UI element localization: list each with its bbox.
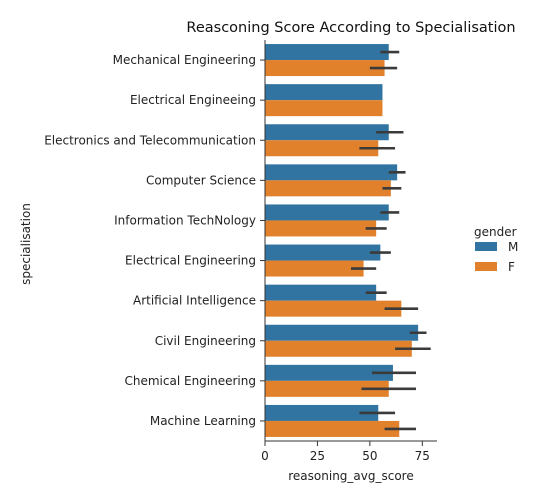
y-tick-label-0: Mechanical Engineering	[113, 53, 256, 67]
bar-m-2	[265, 124, 389, 141]
bar-f-7	[265, 340, 412, 357]
x-tick-label-3: 75	[415, 449, 430, 463]
x-tick-label-0: 0	[261, 449, 269, 463]
y-tick-label-6: Artificial Intelligence	[133, 294, 256, 308]
bar-m-8	[265, 364, 393, 381]
x-tick-label-1: 25	[310, 449, 325, 463]
bar-m-6	[265, 284, 377, 301]
legend-label-m: M	[508, 240, 518, 254]
bar-f-3	[265, 180, 391, 197]
bar-f-1	[265, 100, 383, 117]
y-tick-label-3: Computer Science	[146, 173, 256, 187]
x-axis: 0 25 50 75	[261, 440, 437, 463]
legend-swatch-m	[475, 242, 497, 251]
bar-m-0	[265, 44, 389, 61]
y-axis-title: specialisation	[19, 203, 33, 285]
legend-swatch-f	[475, 262, 497, 271]
y-tick-label-4: Information TechNology	[114, 213, 256, 227]
bar-f-0	[265, 60, 385, 77]
legend: gender MF	[474, 225, 518, 274]
bar-f-6	[265, 300, 402, 317]
y-tick-label-5: Electrical Engineering	[125, 254, 256, 268]
legend-title: gender	[474, 225, 517, 239]
bar-f-9	[265, 420, 400, 437]
bar-m-5	[265, 244, 381, 261]
bar-m-3	[265, 164, 398, 181]
bar-f-4	[265, 220, 377, 237]
bar-m-9	[265, 404, 379, 421]
bar-m-1	[265, 84, 383, 101]
chart-title: Reasconing Score According to Specialisa…	[186, 20, 515, 36]
y-tick-label-8: Chemical Engineering	[125, 374, 257, 388]
bar-m-7	[265, 324, 419, 341]
bar-f-5	[265, 260, 364, 277]
bar-f-2	[265, 140, 379, 157]
legend-label-f: F	[508, 260, 515, 274]
x-axis-title: reasoning_avg_score	[288, 469, 413, 483]
y-tick-label-7: Civil Engineering	[155, 334, 256, 348]
errorbars-layer	[351, 50, 431, 431]
y-tick-label-9: Machine Learning	[150, 414, 256, 428]
y-tick-label-2: Electronics and Telecommunication	[44, 133, 256, 147]
x-tick-label-2: 50	[362, 449, 377, 463]
y-axis: Mechanical Engineering Electrical Enginee…	[44, 40, 266, 441]
bar-m-4	[265, 204, 389, 221]
bar-f-8	[265, 380, 389, 397]
bars-layer	[265, 44, 419, 437]
y-tick-label-1: Electrical Engineeing	[130, 93, 256, 107]
